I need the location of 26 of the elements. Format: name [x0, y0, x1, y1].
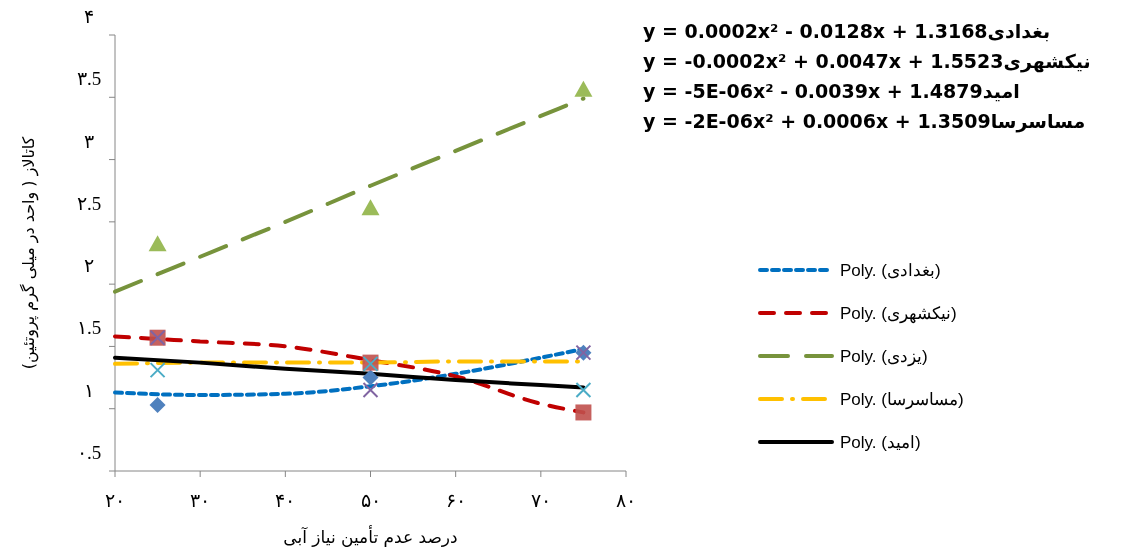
- y-tick-label: ۰.5: [76, 442, 102, 463]
- x-tick-label: ۳۰: [190, 490, 211, 511]
- legend-label: Poly. (مساسرسا): [840, 390, 964, 410]
- x-tick-label: ۵۰: [360, 490, 381, 511]
- x-tick-label: ۶۰: [445, 490, 466, 511]
- text: y = -5E-06x² - 0.0039x + 1.4879امید: [643, 80, 1020, 102]
- y-tick-label: ۲.5: [76, 192, 102, 214]
- legend-label: Poly. (نیکشهری): [840, 304, 957, 324]
- legend-label: Poly. (بغدادی): [840, 261, 941, 280]
- text: y = -2E-06x² + 0.0006x + 1.3509مساسرسا: [643, 110, 1086, 133]
- x-tick-label: ۲۰: [105, 490, 125, 511]
- x-axis-title: درصد عدم تأمین نیاز آبی: [283, 525, 458, 547]
- text: y = 0.0002x² - 0.0128x + 1.3168بغدادی: [643, 20, 1051, 42]
- x-tick-label: ۸۰: [616, 490, 636, 511]
- legend-label: Poly. (یزدی): [840, 347, 928, 367]
- y-tick-label: ۳: [84, 130, 94, 152]
- y-tick-label: ۳.5: [76, 68, 102, 90]
- y-tick-label: ۴: [84, 6, 94, 27]
- y-tick-label: ۱: [84, 379, 94, 401]
- legend-label: Poly. (امید): [840, 433, 921, 452]
- y-axis-title: کاتالاز ( واحد در میلی گرم پروتئین): [19, 136, 39, 370]
- y-tick-label: ۲: [84, 255, 94, 277]
- x-tick-label: ۷۰: [530, 490, 551, 511]
- x-tick-label: ۴۰: [275, 490, 296, 511]
- y-tick-label: ۱.5: [76, 317, 102, 339]
- text: y = -0.0002x² + 0.0047x + 1.5523نیکشهری: [643, 50, 1091, 73]
